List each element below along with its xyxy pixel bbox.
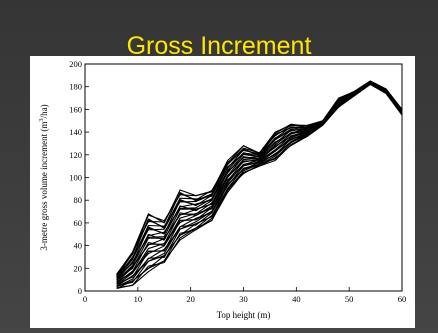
- series-layer: [116, 80, 403, 289]
- series-line: [116, 81, 403, 281]
- series-line: [116, 82, 403, 284]
- x-tick-label: 50: [345, 294, 354, 304]
- x-tick-label: 0: [83, 294, 87, 304]
- x-tick-label: 30: [239, 294, 248, 304]
- y-tick-label: 80: [74, 195, 83, 205]
- y-tick-label: 140: [69, 127, 82, 137]
- y-axis-title-tail: /ha): [39, 104, 49, 118]
- y-tick-label: 20: [74, 263, 83, 273]
- x-tick-label: 10: [134, 294, 143, 304]
- x-axis-title: Top height (m): [217, 310, 271, 320]
- series-line: [116, 81, 403, 279]
- series-line: [116, 80, 403, 275]
- series-line: [116, 83, 403, 287]
- y-axis-title-superscript: 3: [38, 118, 45, 121]
- y-axis: 0 20 40 60 80 100 120 140 160 180 200: [69, 59, 89, 296]
- series-line: [116, 82, 403, 285]
- y-tick-label: 60: [74, 218, 83, 228]
- chart: 0 10 20 30 40 50 60 0 20 40 60 80 100 120 140 160 180 20…: [38, 59, 406, 320]
- x-tick-label: 20: [186, 294, 195, 304]
- series-line: [116, 80, 403, 277]
- y-tick-label: 0: [78, 286, 82, 296]
- series-line: [116, 82, 403, 286]
- series-line: [116, 80, 403, 277]
- y-axis-title: 3-metre gross volume increment (m3/ha): [38, 104, 49, 250]
- y-tick-label: 120: [69, 150, 82, 160]
- chart-panel: 0 10 20 30 40 50 60 0 20 40 60 80 100 120 140 160 180 20…: [30, 56, 415, 328]
- y-axis-title-main: 3-metre gross volume increment (m: [39, 122, 49, 251]
- y-tick-label: 180: [69, 82, 82, 92]
- slide-title: Gross Increment: [126, 32, 312, 60]
- x-axis: 0 10 20 30 40 50 60: [83, 287, 406, 304]
- y-tick-label: 40: [74, 241, 83, 251]
- y-tick-label: 160: [69, 104, 82, 114]
- series-line: [116, 80, 403, 276]
- series-line: [116, 81, 403, 277]
- x-tick-label: 60: [398, 294, 407, 304]
- x-tick-label: 40: [292, 294, 301, 304]
- y-tick-label: 200: [69, 59, 82, 69]
- series-line: [116, 82, 403, 285]
- y-tick-label: 100: [69, 173, 82, 183]
